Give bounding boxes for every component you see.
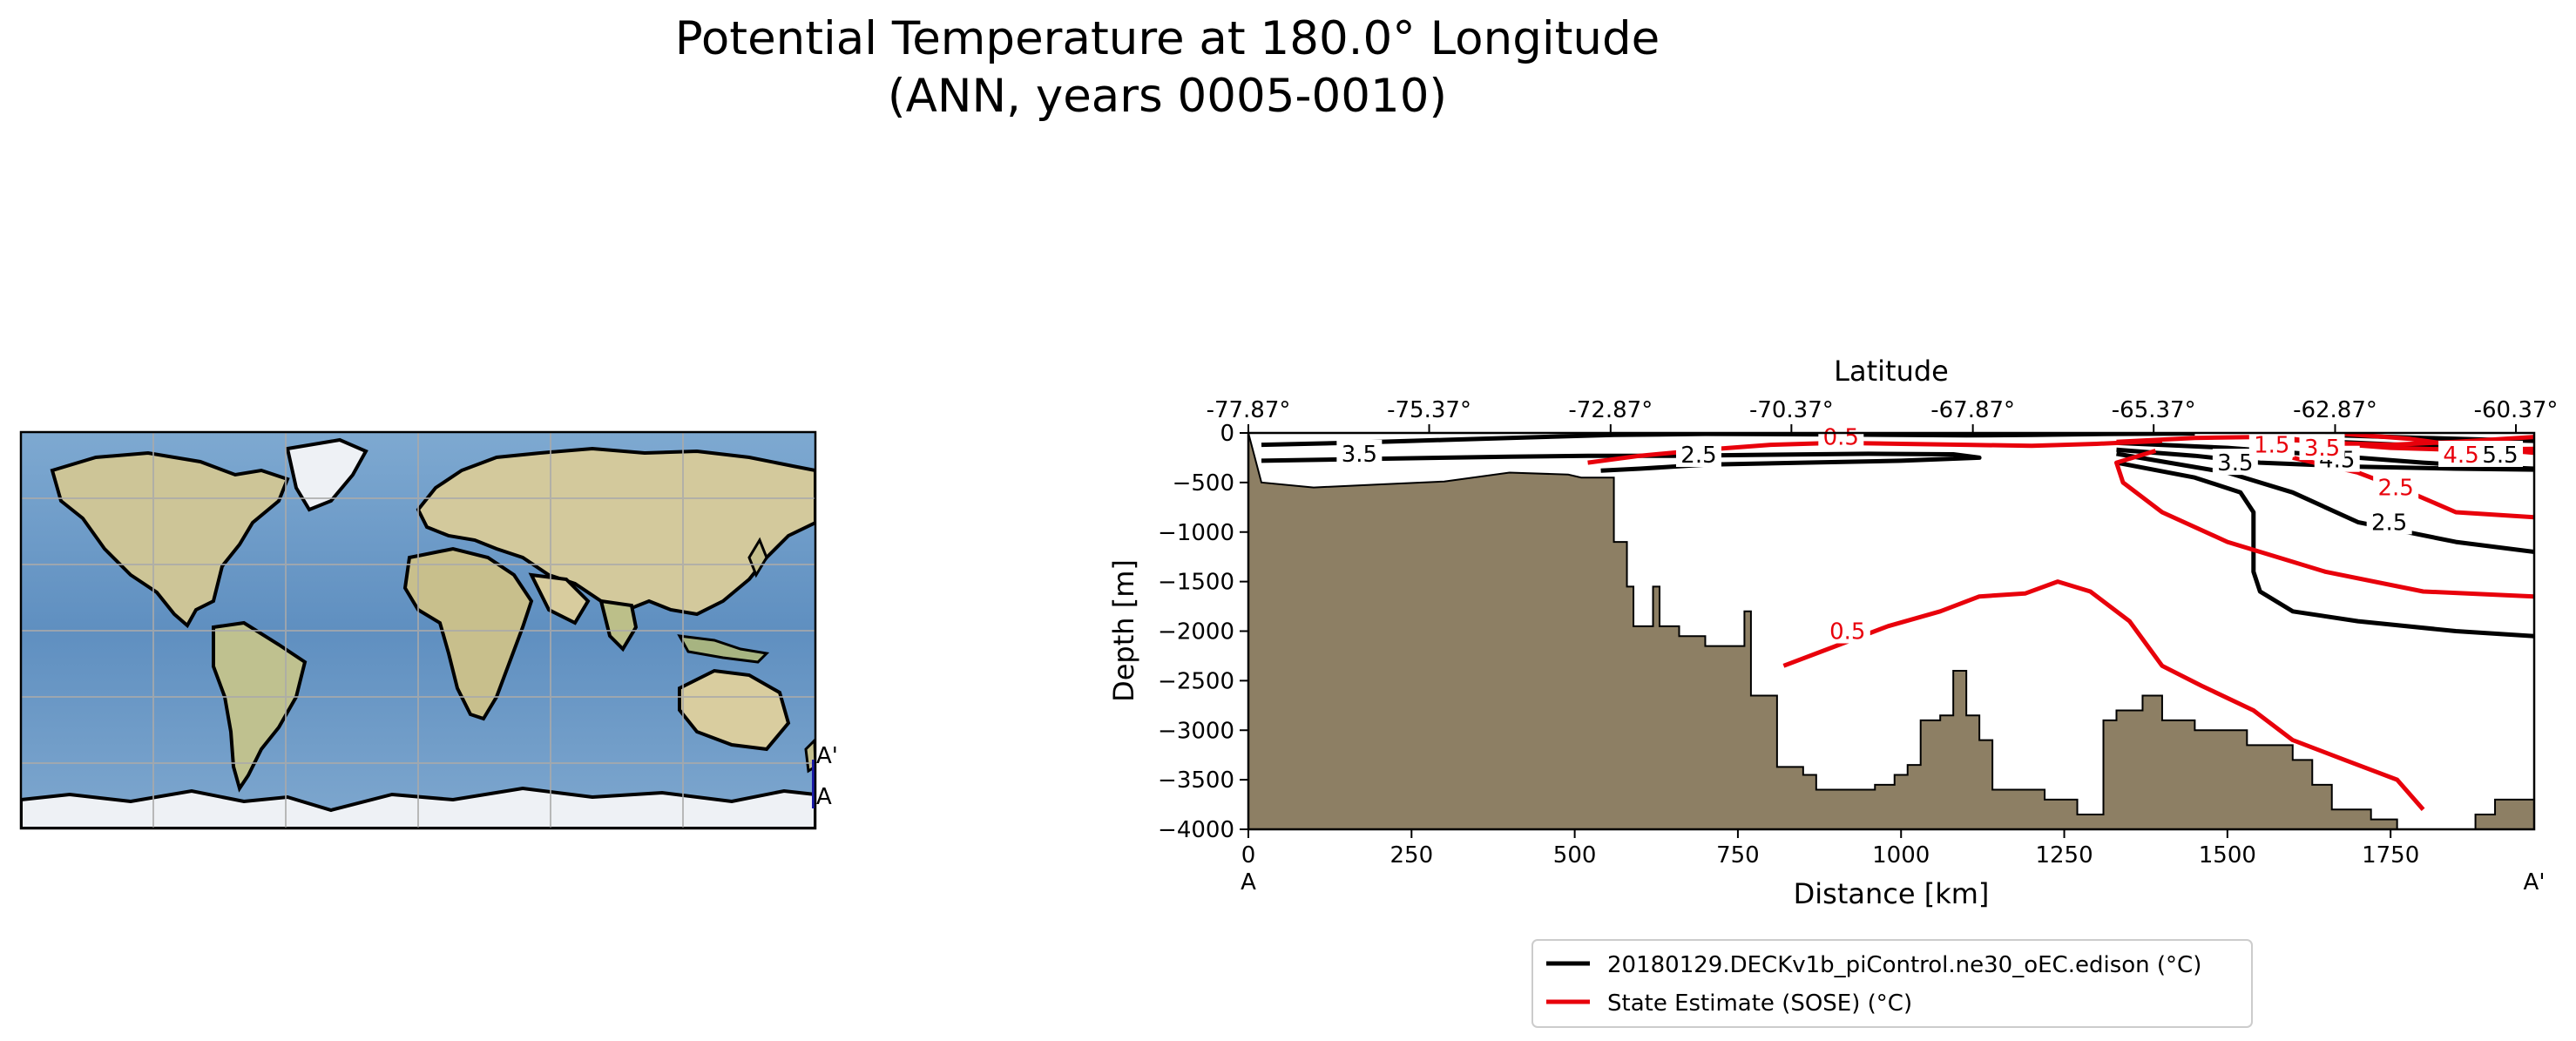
y-tick-label: −4000 — [1158, 817, 1234, 843]
y-tick-label: −3500 — [1158, 767, 1234, 794]
north-america — [50, 450, 290, 629]
x-axis-label: Distance [km] — [1794, 877, 1990, 910]
legend-box — [1531, 939, 2253, 1028]
x-tick-label: 0 — [1241, 842, 1256, 869]
top-tick-label: -72.87° — [1568, 397, 1653, 423]
contour-label-bg — [2248, 430, 2295, 457]
y-tick-label: −2500 — [1158, 668, 1234, 694]
y-axis-label: Depth [m] — [1107, 559, 1140, 702]
contour-label-bg — [1818, 422, 1864, 450]
model-contour-3 — [2116, 460, 2534, 639]
greenland — [285, 437, 368, 512]
contour-label: 5.5 — [2482, 443, 2518, 469]
top-tick-label: -62.87° — [2293, 397, 2377, 423]
legend-label-obs: State Estimate (SOSE) (°C) — [1607, 990, 1912, 1017]
contour-label: 2.5 — [2371, 510, 2407, 536]
contour-label: 0.5 — [1829, 619, 1865, 646]
x-tick-label: 250 — [1389, 842, 1433, 869]
contour-label: 4.5 — [2443, 443, 2478, 469]
y-tick-label: −1000 — [1158, 520, 1234, 546]
x-tick-label: 1000 — [1872, 842, 1930, 869]
japan — [747, 537, 768, 578]
contour-label-bg — [1675, 441, 1721, 468]
top-tick-label: -67.87° — [1930, 397, 2015, 423]
x-tick-label: 750 — [1716, 842, 1760, 869]
contour-label-bg — [2438, 441, 2485, 468]
world-map — [21, 432, 815, 828]
eurasia — [416, 446, 815, 617]
contour-label: 2.5 — [2377, 476, 2413, 502]
legend-label-model: 20180129.DECKv1b_piControl.ne30_oEC.edis… — [1607, 952, 2201, 978]
contour-label-bg — [1336, 439, 1383, 466]
top-tick-label: -75.37° — [1387, 397, 1471, 423]
y-tick-label: −1500 — [1158, 570, 1234, 596]
contour-label: 1.5 — [2254, 433, 2289, 459]
y-tick-label: −3000 — [1158, 718, 1234, 744]
section-start-label: A — [1241, 869, 1256, 896]
model-contour-1 — [2116, 447, 2534, 472]
section-plot: 3.5 3.52.52.54.5 5.50.50.51.52.53.5 4.5 0 25… — [1158, 397, 2558, 869]
contour-label-bg — [2366, 508, 2412, 535]
bathymetry — [1248, 433, 2534, 829]
australia — [678, 668, 791, 752]
x-tick-label: 500 — [1553, 842, 1597, 869]
x-tick-label: 1750 — [2362, 842, 2419, 869]
contour-label: 3.5 — [2217, 450, 2253, 477]
contour-label-bg — [1824, 617, 1870, 644]
obs-contour-0 — [1587, 438, 2163, 465]
contour-label-bg — [2478, 441, 2524, 468]
map-frame — [19, 430, 817, 830]
obs-contour-3 — [2114, 449, 2534, 599]
indonesia — [677, 634, 770, 664]
section-end-label: A' — [2524, 869, 2546, 896]
top-axis-label: Latitude — [1834, 355, 1949, 388]
x-tick-label: 1250 — [2035, 842, 2093, 869]
contour-label-bg — [2299, 434, 2345, 461]
contour-label: 0.5 — [1823, 425, 1859, 451]
africa — [402, 546, 534, 721]
top-tick-label: -70.37° — [1749, 397, 1834, 423]
map-marker-end: A' — [816, 743, 838, 769]
map-gridlines — [21, 432, 815, 828]
model-contour-2 — [1261, 451, 1982, 473]
map-marker-start: A — [816, 784, 832, 810]
contour-label: 3.5 — [2304, 436, 2340, 462]
contour-label: 2.5 — [1680, 443, 1716, 469]
contour-label-bg — [2373, 473, 2419, 500]
figure-title-line1: Potential Temperature at 180.0° Longitud… — [675, 12, 1660, 65]
top-tick-label: -77.87° — [1207, 397, 1291, 423]
obs-contour-1 — [1782, 579, 2425, 811]
figure-title-line2: (ANN, years 0005-0010) — [888, 70, 1447, 123]
arabia — [528, 572, 591, 625]
x-tick-label: 1500 — [2199, 842, 2256, 869]
top-tick-label: -65.37° — [2112, 397, 2196, 423]
y-tick-label: 0 — [1220, 421, 1234, 447]
contour-label: 3.5 — [1342, 442, 1377, 468]
y-tick-label: −2000 — [1158, 619, 1234, 646]
model-contour-4 — [2116, 451, 2534, 554]
y-tick-label: −500 — [1173, 470, 1234, 497]
legend: 20180129.DECKv1b_piControl.ne30_oEC.edis… — [1531, 939, 2253, 1028]
top-tick-label: -60.37° — [2474, 397, 2559, 423]
